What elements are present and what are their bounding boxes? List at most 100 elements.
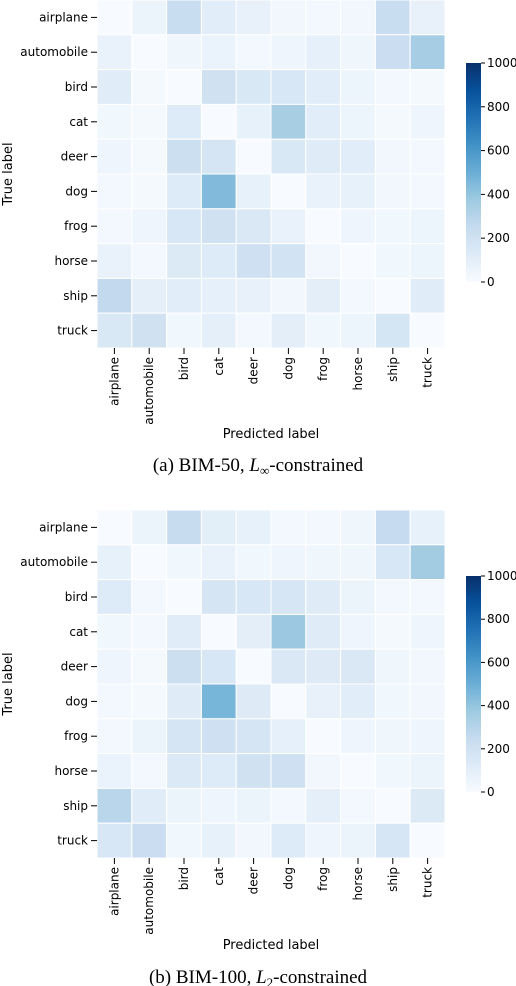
heatmap-cell <box>131 822 168 859</box>
heatmap-cell <box>96 0 133 36</box>
heatmap-cell <box>305 544 342 581</box>
heatmap-cell <box>200 138 237 175</box>
x-tick-label: automobile <box>142 357 156 425</box>
heatmap-cell <box>235 822 272 859</box>
heatmap-cell <box>374 208 411 245</box>
heatmap-cell <box>270 787 307 824</box>
heatmap-cell <box>235 138 272 175</box>
x-tick-label: truck <box>421 357 435 388</box>
heatmap-cell <box>96 103 133 140</box>
heatmap-cell <box>200 0 237 36</box>
y-tick-label: frog <box>64 219 88 233</box>
heatmap-cell <box>305 683 342 720</box>
heatmap-cell <box>235 718 272 755</box>
heatmap-cell <box>340 509 376 546</box>
x-tick-label: horse <box>351 867 365 901</box>
heatmap-cell <box>96 613 133 650</box>
heatmap-cell <box>270 208 307 245</box>
heatmap-cell <box>166 822 202 859</box>
heatmap-cell <box>96 138 133 175</box>
heatmap-cell <box>166 613 202 650</box>
heatmap-cell <box>374 753 411 789</box>
heatmap-cell <box>200 243 237 279</box>
heatmap-cell <box>305 0 342 36</box>
heatmap-cell <box>340 277 376 314</box>
colorbar-tick-label: 600 <box>487 144 510 158</box>
heatmap-cell <box>374 579 411 615</box>
heatmap-cell <box>235 509 272 546</box>
heatmap-cell <box>270 613 307 650</box>
heatmap-cell <box>374 648 411 685</box>
colorbar <box>466 576 481 792</box>
heatmap-cell <box>409 312 446 349</box>
heatmap-cell <box>131 138 168 175</box>
heatmap-cell <box>166 579 202 615</box>
heatmap-cell <box>166 718 202 755</box>
y-tick-label: truck <box>57 834 88 848</box>
heatmap-cell <box>374 0 411 36</box>
heatmap-cell <box>96 822 133 859</box>
heatmap-cell <box>305 753 342 789</box>
y-tick-label: dog <box>65 694 88 708</box>
colorbar-tick-label: 1000 <box>487 569 516 583</box>
heatmap-cell <box>270 718 307 755</box>
heatmap-cell <box>374 509 411 546</box>
heatmap-cell <box>340 173 376 210</box>
x-tick-label: deer <box>247 357 261 384</box>
heatmap-cell <box>305 138 342 175</box>
heatmap-cell <box>131 718 168 755</box>
heatmap-cell <box>270 509 307 546</box>
heatmap-cell <box>96 277 133 314</box>
heatmap-cell <box>131 683 168 720</box>
heatmap-cell <box>305 277 342 314</box>
figure-caption: (a) BIM-50, L∞-constrained <box>153 455 364 478</box>
heatmap-cell <box>200 69 237 105</box>
heatmap-cell <box>235 0 272 36</box>
heatmap-cell <box>305 243 342 279</box>
heatmap-cell <box>235 243 272 279</box>
heatmap-cell <box>340 718 376 755</box>
heatmap-cell <box>166 648 202 685</box>
heatmap-cell <box>200 312 237 349</box>
heatmap-cell <box>131 544 168 581</box>
colorbar-tick-label: 0 <box>487 275 495 289</box>
heatmap-cell <box>340 243 376 279</box>
heatmap-cell <box>409 753 446 789</box>
heatmap-cell <box>200 613 237 650</box>
figure-caption: (b) BIM-100, L2-constrained <box>149 967 368 986</box>
x-tick-label: cat <box>212 357 226 376</box>
heatmap-cell <box>305 208 342 245</box>
y-tick-label: automobile <box>20 45 88 59</box>
heatmap-cell <box>270 683 307 720</box>
heatmap-cell <box>200 579 237 615</box>
colorbar-tick-label: 600 <box>487 655 510 669</box>
y-tick-label: airplane <box>39 520 88 534</box>
heatmap-cell <box>166 34 202 71</box>
x-tick-label: ship <box>386 867 400 892</box>
heatmap-cell <box>374 718 411 755</box>
heatmap-cell <box>305 822 342 859</box>
heatmap-cell <box>166 544 202 581</box>
heatmap-cell <box>409 173 446 210</box>
x-tick-label: automobile <box>142 867 156 935</box>
y-tick-label: deer <box>61 150 88 164</box>
heatmap-cell <box>340 613 376 650</box>
heatmap-cell <box>374 173 411 210</box>
heatmap-cell <box>235 34 272 71</box>
x-tick-label: truck <box>421 867 435 898</box>
heatmap-cell <box>270 579 307 615</box>
colorbar-tick-label: 400 <box>487 699 510 713</box>
heatmap-cell <box>131 103 168 140</box>
heatmap-cell <box>270 753 307 789</box>
heatmap-cell <box>340 753 376 789</box>
heatmap-cell <box>409 683 446 720</box>
colorbar-tick-label: 800 <box>487 100 510 114</box>
heatmap-cell <box>374 277 411 314</box>
heatmap-cell <box>409 34 446 71</box>
heatmap-cell <box>305 787 342 824</box>
y-tick-label: horse <box>54 254 88 268</box>
heatmap-cell <box>235 683 272 720</box>
heatmap-cell <box>409 822 446 859</box>
x-tick-label: horse <box>351 357 365 391</box>
